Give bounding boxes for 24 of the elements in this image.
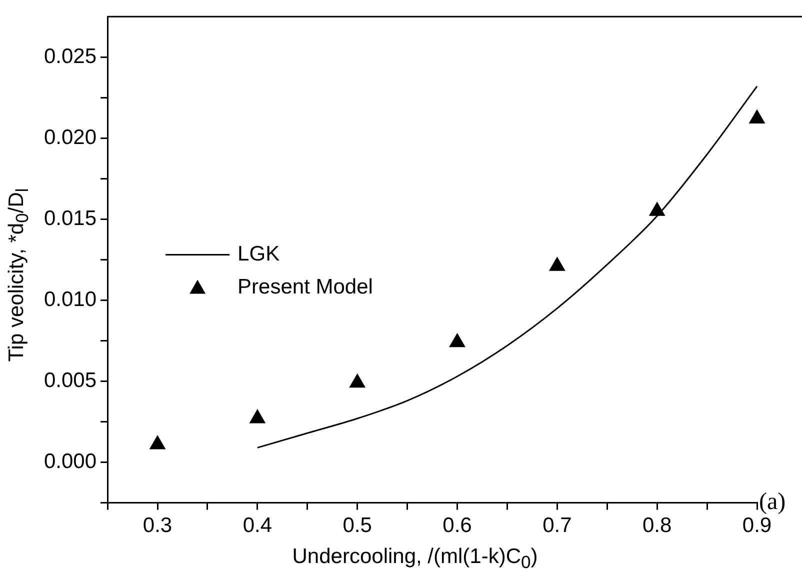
point	[250, 410, 266, 424]
legend-label: LGK	[238, 242, 280, 266]
point	[549, 257, 565, 271]
x-tick-label: 0.6	[442, 514, 472, 538]
y-tick-label: 0.000	[44, 450, 97, 474]
x-tick-label: 0.8	[642, 514, 672, 538]
point	[450, 334, 465, 348]
y-tick-label: 0.020	[44, 126, 97, 149]
legend-label: Present Model	[238, 275, 373, 298]
y-tick-label: 0.015	[44, 206, 97, 230]
y-tick-label: 0.005	[44, 369, 97, 392]
x-tick-label: 0.4	[242, 514, 272, 538]
x-tick-label: 0.9	[742, 514, 772, 538]
x-tick-label: 0.7	[542, 514, 572, 538]
y-tick-label: 0.010	[44, 288, 97, 312]
x-tick-label: 0.3	[142, 514, 172, 538]
point	[350, 374, 366, 388]
point	[749, 110, 765, 124]
y-tick-label: 0.025	[44, 44, 97, 68]
text: (a)	[759, 489, 786, 516]
point	[150, 436, 166, 450]
x-tick-label: 0.5	[342, 514, 372, 538]
x-axis-title: Undercooling, /(ml(1-k)C$_{0}$)	[291, 545, 539, 574]
point	[649, 202, 665, 216]
